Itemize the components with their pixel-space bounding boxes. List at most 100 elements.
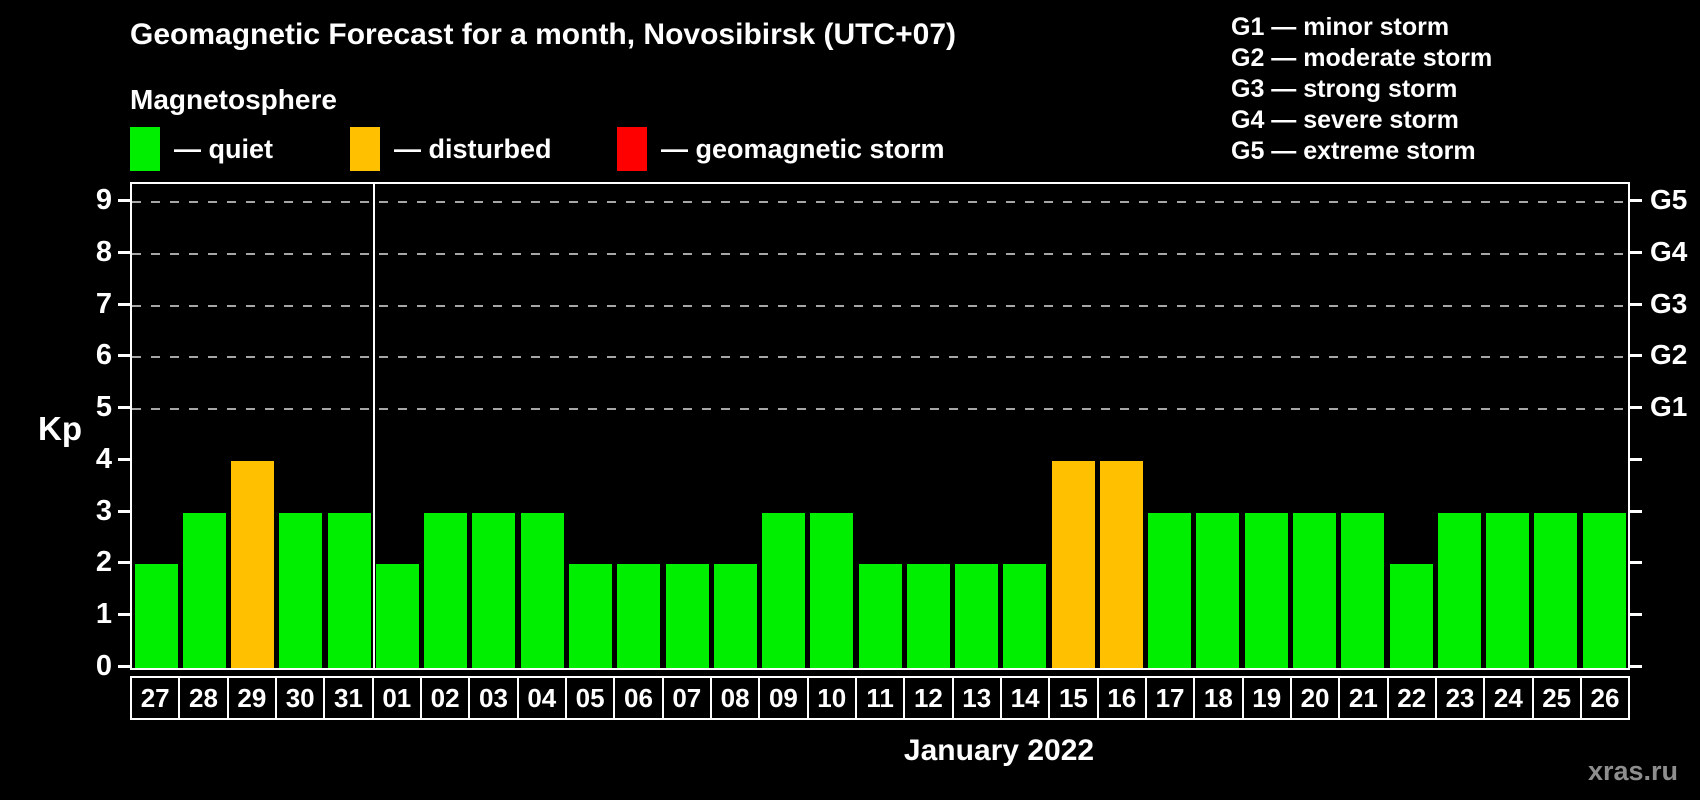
left-tick-kp-5 [118, 406, 130, 410]
left-tick-kp-6 [118, 354, 130, 358]
bar-slot-day-31 [325, 184, 373, 668]
kp-bar-day-16 [1099, 460, 1143, 668]
kp-bar-day-05 [569, 564, 613, 668]
right-tick-kp-4 [1630, 457, 1642, 461]
right-tick-kp-6 [1630, 354, 1642, 358]
kp-bar-day-26 [1582, 512, 1626, 668]
day-label-24: 24 [1485, 678, 1534, 718]
kp-bar-day-24 [1486, 512, 1530, 668]
y-axis-title: Kp [38, 410, 82, 447]
y-axis-label-7: 7 [95, 287, 112, 320]
bar-slot-day-19 [1242, 184, 1290, 668]
left-tick-kp-4 [118, 457, 130, 461]
right-axis-label-g1: G1 [1650, 391, 1688, 423]
day-label-09: 09 [760, 678, 809, 718]
bar-slot-day-13 [953, 184, 1001, 668]
plot-area [130, 182, 1630, 670]
gridline-kp-5 [132, 408, 1628, 411]
chart-subtitle: Magnetosphere [130, 84, 337, 115]
day-label-19: 19 [1244, 678, 1292, 718]
left-tick-kp-1 [118, 613, 130, 617]
right-axis-label-g2: G2 [1650, 339, 1688, 371]
day-label-26: 26 [1590, 682, 1620, 713]
disturbed-color-swatch [350, 127, 380, 171]
bars-layer [132, 184, 1628, 668]
kp-bar-day-27 [134, 564, 178, 668]
month-separator-line [373, 184, 376, 668]
bar-slot-day-05 [566, 184, 614, 668]
y-axis-label-8: 8 [95, 235, 112, 268]
quiet-color-swatch [130, 127, 160, 171]
bar-slot-day-14 [1001, 184, 1049, 668]
kp-bar-day-20 [1293, 512, 1336, 668]
kp-bar-day-03 [472, 512, 516, 668]
watermark: xras.ru [1587, 756, 1678, 786]
storm-color-swatch [617, 127, 647, 171]
day-label-25: 25 [1534, 678, 1582, 718]
kp-bar-day-19 [1244, 512, 1288, 668]
day-label-05: 05 [567, 678, 616, 718]
day-label-10: 10 [809, 678, 857, 718]
day-label-13: 13 [954, 678, 1002, 718]
y-axis-label-9: 9 [95, 184, 112, 217]
gridline-kp-7 [132, 304, 1628, 307]
right-axis-label-g4: G4 [1650, 235, 1688, 267]
g-legend-line-g3: G3 — strong storm [1231, 75, 1458, 103]
right-axis-label-g5: G5 [1650, 184, 1688, 216]
kp-bar-day-30 [279, 512, 323, 668]
bar-slot-day-15 [1049, 184, 1097, 668]
kp-bar-day-28 [182, 512, 226, 668]
right-tick-kp-8 [1630, 250, 1642, 254]
bar-slot-day-26 [1580, 184, 1628, 668]
kp-bar-day-17 [1148, 512, 1192, 668]
bar-slot-day-10 [808, 184, 856, 668]
kp-bar-day-08 [713, 564, 757, 668]
day-label-11: 11 [857, 678, 906, 718]
kp-bar-day-10 [810, 512, 854, 668]
kp-bar-day-11 [858, 564, 902, 668]
right-tick-kp-9 [1630, 199, 1642, 203]
day-label-22: 22 [1389, 678, 1437, 718]
kp-bar-day-15 [1051, 460, 1095, 668]
day-label-15: 15 [1050, 678, 1099, 718]
legend-item-storm: — geomagnetic storm [617, 126, 945, 172]
bar-slot-day-09 [759, 184, 807, 668]
kp-bar-day-25 [1534, 512, 1578, 668]
kp-bar-day-12 [906, 564, 950, 668]
day-label-30: 30 [277, 678, 326, 718]
day-label-07: 07 [664, 678, 712, 718]
g-legend-line-g4: G4 — severe storm [1231, 106, 1459, 134]
kp-bar-day-29 [231, 460, 275, 668]
bar-slot-day-18 [1194, 184, 1242, 668]
y-axis-label-0: 0 [95, 650, 112, 682]
day-label-21: 21 [1340, 678, 1389, 718]
legend-item-disturbed: — disturbed [350, 126, 552, 172]
day-label-28: 28 [180, 678, 229, 718]
bar-slot-day-25 [1532, 184, 1580, 668]
x-axis-title: January 2022 [903, 734, 1095, 767]
left-tick-kp-8 [118, 250, 130, 254]
day-label-01: 01 [374, 678, 422, 718]
bar-slot-day-03 [470, 184, 518, 668]
day-label-27: 27 [132, 678, 181, 718]
day-label-08: 08 [712, 678, 761, 718]
gridline-kp-6 [132, 356, 1628, 359]
bar-slot-day-20 [1290, 184, 1338, 668]
y-axis-label-1: 1 [95, 598, 112, 631]
kp-bar-day-06 [617, 564, 661, 668]
day-label-12: 12 [905, 678, 954, 718]
left-tick-kp-3 [118, 509, 130, 513]
kp-bar-day-07 [665, 564, 709, 668]
g-legend-line-g5: G5 — extreme storm [1231, 137, 1476, 165]
day-label-16: 16 [1099, 678, 1147, 718]
y-axis-label-6: 6 [95, 339, 112, 372]
day-label-03: 03 [470, 678, 519, 718]
y-axis-label-5: 5 [95, 391, 112, 424]
x-axis-day-labels: 27 28 29 30 31 01 02 03 04 05 06 07 08 09 10 11 12 13 14 15… [130, 676, 1630, 720]
chart-title: Geomagnetic Forecast for a month, Novosi… [130, 18, 957, 51]
bar-slot-day-04 [518, 184, 566, 668]
day-label-17: 17 [1147, 678, 1196, 718]
kp-bar-day-22 [1389, 564, 1433, 668]
y-axis-label-4: 4 [95, 442, 112, 475]
